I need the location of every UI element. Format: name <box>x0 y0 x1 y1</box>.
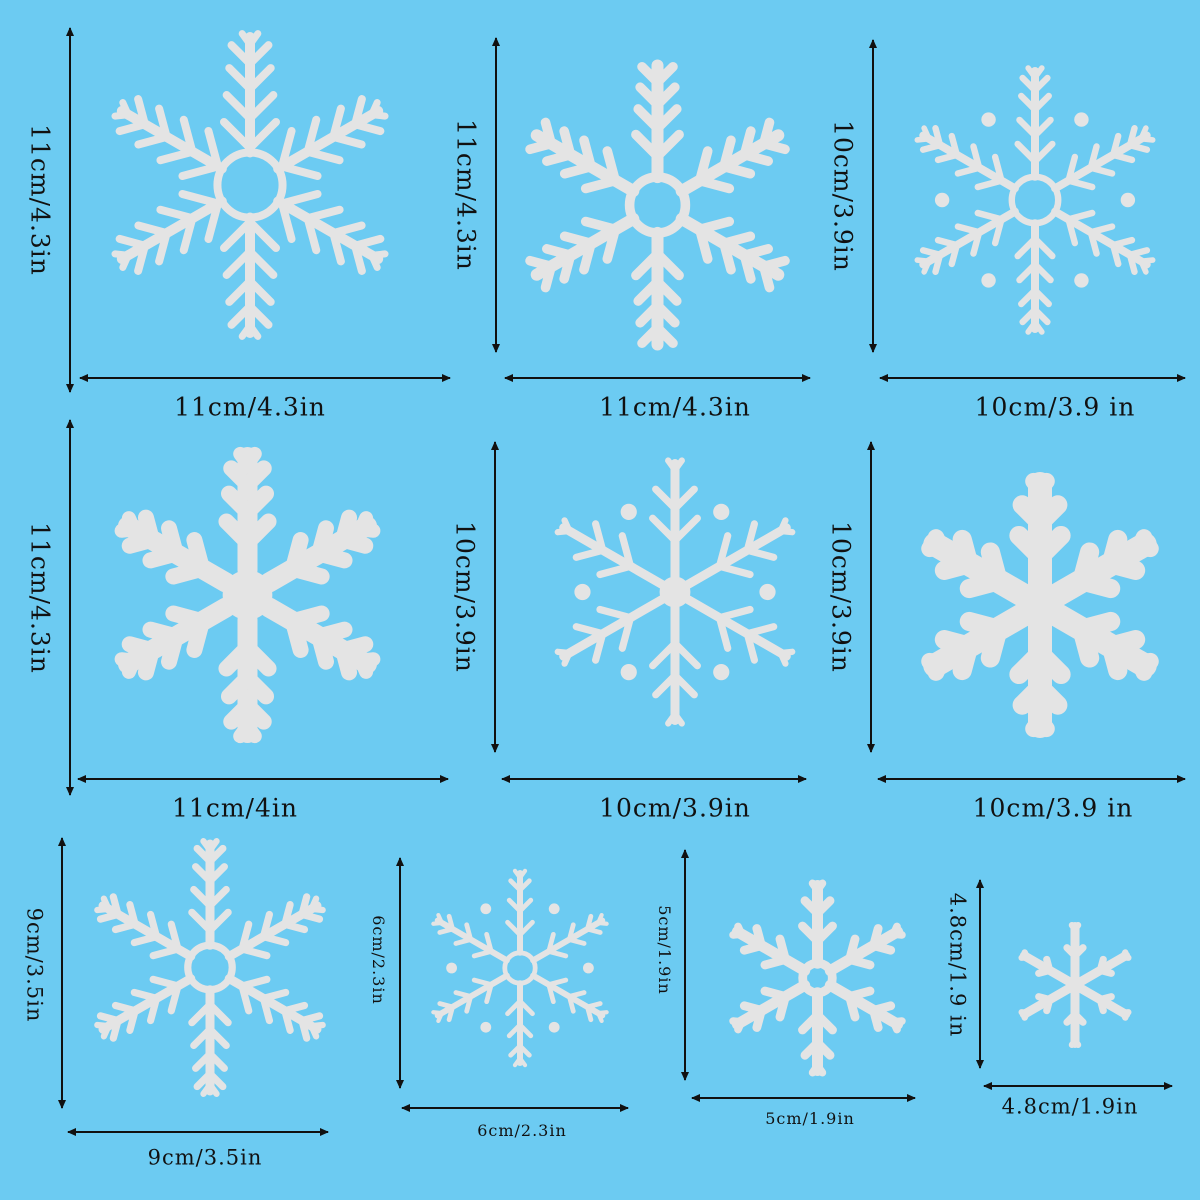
height-label-4: 11cm/4.3in <box>25 522 55 674</box>
snowflake-icon-3 <box>914 65 1156 335</box>
height-label-8: 6cm/2.3in <box>369 915 388 1005</box>
snowflake-icon-5 <box>554 457 796 727</box>
height-label-3: 10cm/3.9in <box>828 120 858 272</box>
width-label-5: 10cm/3.9in <box>599 793 751 823</box>
height-label-9: 5cm/1.9in <box>655 905 674 995</box>
width-label-3: 10cm/3.9 in <box>974 392 1136 422</box>
height-label-1: 11cm/4.3in <box>25 124 55 276</box>
width-label-9: 5cm/1.9in <box>765 1109 855 1128</box>
width-label-8: 6cm/2.3in <box>477 1121 567 1140</box>
snowflake-icon-6 <box>921 472 1159 738</box>
width-label-2: 11cm/4.3in <box>599 392 751 422</box>
width-label-7: 9cm/3.5in <box>147 1145 263 1170</box>
height-label-5: 10cm/3.9in <box>450 521 480 673</box>
snowflake-icon-8 <box>431 868 609 1068</box>
height-label-7: 9cm/3.5in <box>22 907 47 1023</box>
width-label-1: 11cm/4.3in <box>174 392 326 422</box>
snowflake-icon-7 <box>94 838 326 1097</box>
height-label-10: 4.8cm/1.9 in <box>945 892 970 1038</box>
snowflake-icon-4 <box>114 446 381 744</box>
height-label-2: 11cm/4.3in <box>451 119 481 271</box>
width-label-10: 4.8cm/1.9in <box>1001 1094 1139 1119</box>
snowflake-icon-1 <box>111 30 389 340</box>
width-label-6: 10cm/3.9 in <box>972 793 1134 823</box>
width-label-4: 11cm/4in <box>172 793 298 823</box>
snowflake-icon-2 <box>525 59 790 351</box>
snowflake-icon-9 <box>729 879 906 1077</box>
height-label-6: 10cm/3.9in <box>826 521 856 673</box>
snowflake-icon-10 <box>1018 922 1132 1048</box>
